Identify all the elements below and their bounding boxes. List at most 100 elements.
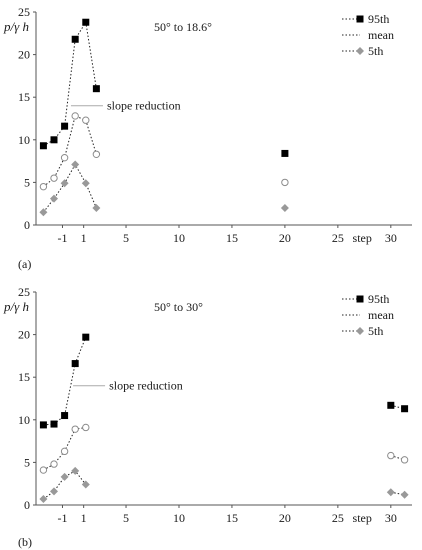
data-point <box>39 208 48 217</box>
legend-item-95th: 95th <box>342 292 389 306</box>
y-tick-label: 10 <box>18 133 30 147</box>
y-tick-label: 15 <box>18 370 30 384</box>
legend-marker <box>356 15 364 23</box>
data-point <box>60 472 69 481</box>
data-point <box>39 182 48 191</box>
chart-title: 50° to 18.6° <box>154 20 212 34</box>
data-point <box>50 174 58 182</box>
y-tick-label: 15 <box>18 90 30 104</box>
x-axis-label: step <box>353 231 372 245</box>
chart-title: 50° to 30° <box>154 300 203 314</box>
data-point <box>92 150 101 158</box>
series-95th <box>39 18 289 157</box>
series-5th <box>39 466 409 504</box>
x-tick-label: 15 <box>226 231 238 245</box>
legend-label: 5th <box>368 324 383 338</box>
series-line <box>43 20 97 147</box>
y-tick-label: 0 <box>24 218 30 232</box>
data-point <box>60 447 69 456</box>
series-line-segment <box>390 455 405 461</box>
data-point <box>60 153 69 162</box>
panel-caption: (b) <box>18 535 32 549</box>
x-axis-label: step <box>353 511 372 525</box>
x-tick-label: -1 <box>57 511 67 525</box>
y-tick-label: 10 <box>18 413 30 427</box>
legend-label: 5th <box>368 44 383 58</box>
series-mean <box>39 112 289 191</box>
data-point <box>71 160 80 169</box>
legend-item-5th: 5th <box>342 44 383 58</box>
legend-marker <box>356 327 364 335</box>
data-point <box>281 178 289 187</box>
data-point <box>50 487 59 496</box>
data-point <box>71 112 79 120</box>
data-point <box>39 142 47 150</box>
data-point <box>400 490 409 499</box>
data-point <box>50 460 58 468</box>
y-tick-label: 20 <box>18 328 30 342</box>
series-5th <box>39 160 289 217</box>
series-95th <box>39 333 409 429</box>
legend-item-mean: mean <box>342 28 394 42</box>
data-point <box>39 421 47 429</box>
legend-item-5th: 5th <box>342 324 383 338</box>
x-tick-label: 30 <box>385 511 397 525</box>
x-tick-label: 5 <box>123 231 129 245</box>
y-tick-label: 0 <box>24 498 30 512</box>
data-point <box>39 466 48 474</box>
legend-label: 95th <box>368 292 389 306</box>
annotation-slope-reduction: slope reduction <box>109 379 183 393</box>
x-tick-label: 20 <box>279 231 291 245</box>
x-tick-label: 15 <box>226 511 238 525</box>
x-tick-label: 20 <box>279 511 291 525</box>
y-tick-label: 5 <box>24 455 30 469</box>
y-axis-label: p/γ h <box>3 299 29 314</box>
data-point <box>387 451 395 460</box>
legend-item-95th: 95th <box>342 12 389 26</box>
y-axis-label: p/γ h <box>3 19 29 34</box>
data-point <box>82 423 90 432</box>
data-point <box>50 136 58 144</box>
data-point <box>61 122 69 130</box>
x-tick-label: 1 <box>81 231 87 245</box>
legend-marker <box>356 47 364 55</box>
data-point <box>82 18 90 26</box>
legend-label: mean <box>368 308 394 322</box>
x-tick-label: 30 <box>385 231 397 245</box>
data-point <box>39 495 48 504</box>
data-point <box>81 179 90 188</box>
y-tick-label: 25 <box>18 285 30 299</box>
panel-caption: (a) <box>18 257 31 271</box>
data-point <box>92 85 100 93</box>
data-point <box>82 116 90 124</box>
data-point <box>401 405 409 413</box>
legend-item-mean: mean <box>342 308 394 322</box>
x-tick-label: -1 <box>57 231 67 245</box>
data-point <box>71 35 79 43</box>
data-point <box>280 203 289 212</box>
data-point <box>60 179 69 188</box>
data-point <box>386 488 395 497</box>
data-point <box>71 425 79 433</box>
x-tick-label: 10 <box>173 511 185 525</box>
data-point <box>50 194 59 203</box>
data-point <box>82 333 90 341</box>
annotation-slope-reduction: slope reduction <box>107 99 181 113</box>
x-tick-label: 1 <box>81 511 87 525</box>
data-point <box>400 456 409 464</box>
data-point <box>50 420 58 428</box>
data-point <box>92 203 101 212</box>
legend-label: 95th <box>368 12 389 26</box>
data-point <box>387 401 395 409</box>
legend-marker <box>356 295 364 303</box>
y-tick-label: 25 <box>18 5 30 19</box>
data-point <box>61 412 69 420</box>
x-tick-label: 25 <box>332 511 344 525</box>
x-tick-label: 5 <box>123 511 129 525</box>
data-point <box>281 149 289 157</box>
legend-label: mean <box>368 28 394 42</box>
x-tick-label: 10 <box>173 231 185 245</box>
